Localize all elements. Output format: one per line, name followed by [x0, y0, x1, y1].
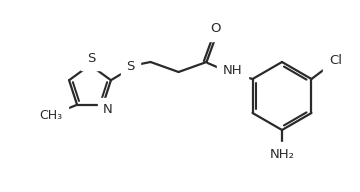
Text: N: N	[103, 103, 113, 116]
Text: O: O	[210, 22, 221, 36]
Text: CH₃: CH₃	[40, 109, 63, 122]
Text: NH₂: NH₂	[270, 147, 294, 161]
Text: S: S	[87, 51, 95, 65]
Text: Cl: Cl	[329, 55, 342, 68]
Text: S: S	[126, 60, 135, 73]
Text: NH: NH	[223, 65, 242, 78]
